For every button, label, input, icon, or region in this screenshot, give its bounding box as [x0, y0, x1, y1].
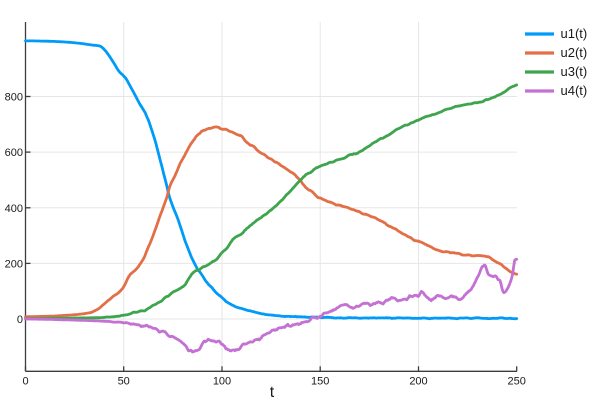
svg-text:800: 800 [5, 92, 23, 104]
svg-text:200: 200 [409, 376, 427, 388]
svg-text:u3(t): u3(t) [561, 64, 588, 79]
svg-text:50: 50 [118, 376, 130, 388]
svg-text:600: 600 [5, 147, 23, 159]
svg-text:u4(t): u4(t) [561, 83, 588, 98]
svg-text:u2(t): u2(t) [561, 45, 588, 60]
svg-text:400: 400 [5, 203, 23, 215]
svg-text:150: 150 [311, 376, 329, 388]
svg-text:0: 0 [17, 314, 23, 326]
svg-text:250: 250 [508, 376, 526, 388]
svg-text:0: 0 [22, 376, 28, 388]
svg-text:u1(t): u1(t) [561, 26, 588, 41]
svg-text:200: 200 [5, 258, 23, 270]
svg-text:t: t [270, 384, 275, 400]
svg-text:100: 100 [213, 376, 231, 388]
